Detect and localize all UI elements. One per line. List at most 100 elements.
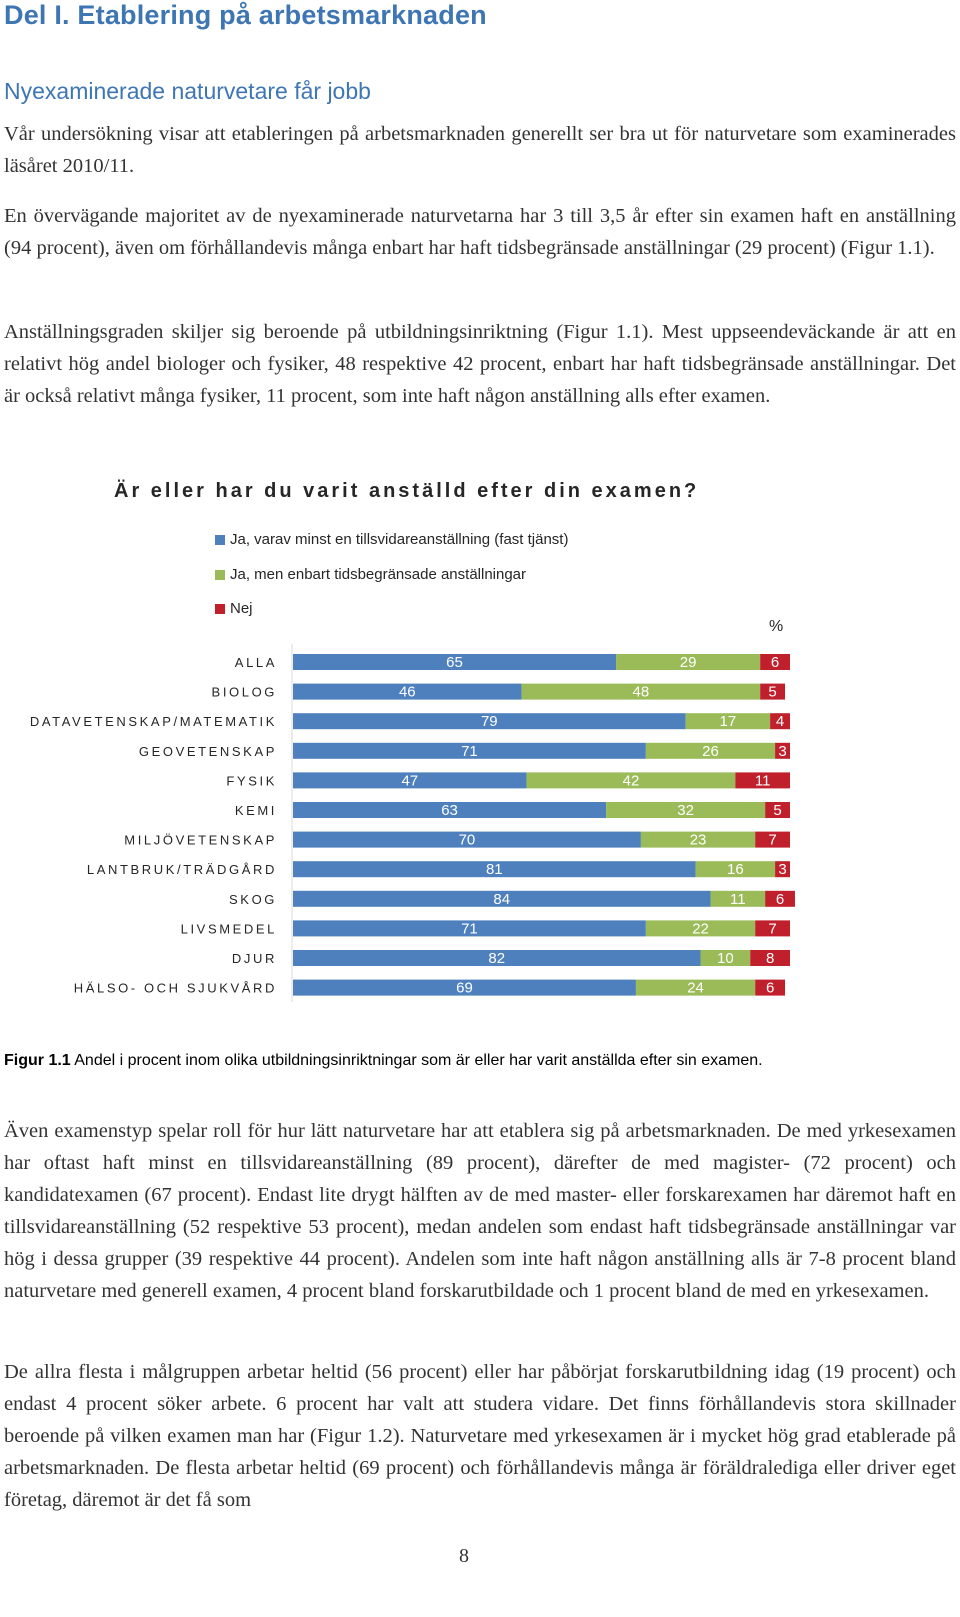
bar-segment-permanent	[293, 979, 636, 996]
legend-item-temporary: Ja, men enbart tidsbegränsade anställnin…	[215, 566, 526, 583]
bar-segment-none	[760, 654, 790, 670]
bar-segment-permanent	[293, 831, 641, 848]
data-label-none: 7	[768, 920, 776, 937]
data-label-permanent: 47	[401, 772, 418, 789]
bar-segment-none	[755, 979, 786, 996]
data-label-permanent: 63	[441, 802, 458, 819]
bar-segment-permanent	[293, 654, 617, 670]
bar-segment-permanent	[293, 890, 711, 907]
bar-segment-permanent	[293, 772, 527, 789]
data-label-temporary: 10	[717, 950, 734, 967]
data-label-none: 6	[771, 654, 779, 671]
data-label-permanent: 46	[399, 684, 416, 701]
data-label-temporary: 17	[720, 713, 737, 730]
figure-caption: Figur 1.1 Andel i procent inom olika utb…	[4, 1052, 763, 1070]
category-label: HÄLSO- OCH SJUKVÅRD	[74, 981, 277, 996]
caption-figure-number: Figur 1.1	[4, 1052, 71, 1069]
bar-segment-none	[765, 802, 790, 818]
data-label-temporary: 48	[633, 684, 650, 701]
data-label-none: 5	[768, 684, 776, 701]
data-label-permanent: 82	[488, 950, 505, 967]
bar-segment-none	[735, 772, 790, 789]
category-label: KEMI	[235, 803, 277, 818]
bar-segment-permanent	[293, 802, 607, 818]
data-label-permanent: 69	[456, 980, 473, 997]
legend-item-none: Nej	[215, 600, 253, 617]
data-label-none: 4	[776, 713, 784, 730]
data-label-none: 8	[766, 950, 774, 967]
data-label-none: 11	[755, 772, 771, 789]
category-label: SKOG	[229, 892, 277, 907]
bar-segment-permanent	[293, 950, 701, 966]
data-label-none: 5	[773, 802, 781, 819]
bar-segment-permanent	[293, 920, 646, 937]
data-label-none: 3	[778, 861, 786, 878]
bar-segment-temporary	[526, 772, 736, 789]
legend-label-none: Nej	[230, 600, 253, 617]
page-number: 8	[459, 1545, 469, 1567]
bar-segment-temporary	[521, 683, 761, 700]
paragraph-fulltime: De allra flesta i målgruppen arbetar hel…	[4, 1361, 956, 1511]
data-label-permanent: 79	[481, 713, 498, 730]
data-label-permanent: 84	[493, 891, 510, 908]
category-label: DATAVETENSKAP/MATEMATIK	[30, 714, 277, 729]
data-label-temporary: 16	[727, 861, 744, 878]
bar-segment-permanent	[293, 683, 522, 700]
bar-segment-temporary	[710, 890, 766, 907]
data-label-permanent: 81	[486, 861, 503, 878]
category-label: LIVSMEDEL	[181, 921, 277, 936]
data-label-none: 6	[776, 891, 784, 908]
bar-segment-temporary	[685, 713, 771, 730]
data-label-temporary: 22	[692, 920, 709, 937]
paragraph-majority: En övervägande majoritet av de nyexamine…	[4, 205, 956, 259]
data-label-permanent: 71	[461, 920, 478, 937]
unit-label: %	[769, 618, 784, 635]
data-label-permanent: 70	[459, 832, 476, 849]
data-label-none: 3	[778, 743, 786, 760]
bar-segment-temporary	[695, 861, 776, 878]
paragraph-intro: Vår undersökning visar att etableringen …	[4, 123, 956, 177]
bar-segment-none	[770, 713, 790, 730]
chart-title: Är eller har du varit anställd efter din…	[114, 480, 700, 502]
category-label: GEOVETENSKAP	[139, 744, 277, 759]
bar-segment-permanent	[293, 861, 696, 878]
bar-segment-temporary	[616, 654, 761, 670]
caption-text: Andel i procent inom olika utbildningsin…	[70, 1052, 763, 1069]
bar-segment-none	[755, 920, 790, 937]
bar-segment-none	[765, 890, 795, 907]
data-label-permanent: 71	[461, 743, 478, 760]
data-label-temporary: 11	[730, 891, 746, 908]
paragraph-exam-type: Även examenstyp spelar roll för hur lätt…	[4, 1120, 956, 1302]
data-label-temporary: 29	[680, 654, 697, 671]
category-label: LANTBRUK/TRÄDGÅRD	[87, 862, 277, 877]
data-label-temporary: 23	[690, 832, 707, 849]
data-label-none: 6	[766, 980, 774, 997]
category-label: ALLA	[235, 655, 277, 670]
bar-segment-none	[775, 861, 790, 878]
bar-segment-permanent	[293, 742, 646, 759]
data-label-temporary: 42	[623, 772, 640, 789]
data-label-temporary: 26	[702, 743, 719, 760]
legend-swatch-permanent	[215, 534, 225, 545]
category-label: MILJÖVETENSKAP	[124, 833, 277, 848]
bar-segment-temporary	[640, 831, 756, 848]
category-label: FYSIK	[226, 773, 277, 788]
bar-segment-none	[760, 683, 786, 700]
bar-segment-temporary	[645, 742, 776, 759]
category-label: DJUR	[232, 951, 277, 966]
bar-segment-temporary	[606, 802, 766, 818]
category-label: BIOLOG	[212, 685, 277, 700]
bar-segment-permanent	[293, 713, 686, 730]
bar-segment-none	[750, 950, 790, 966]
data-label-temporary: 24	[687, 980, 704, 997]
bar-segment-temporary	[700, 950, 751, 966]
bar-segment-temporary	[645, 920, 756, 937]
data-label-temporary: 32	[677, 802, 694, 819]
data-label-permanent: 65	[446, 654, 463, 671]
bar-segment-none	[755, 831, 790, 848]
legend-label-permanent: Ja, varav minst en tillsvidareanställnin…	[230, 531, 569, 548]
paragraph-employment-rate: Anställningsgraden skiljer sig beroende …	[4, 321, 956, 407]
legend-swatch-temporary	[215, 569, 225, 580]
